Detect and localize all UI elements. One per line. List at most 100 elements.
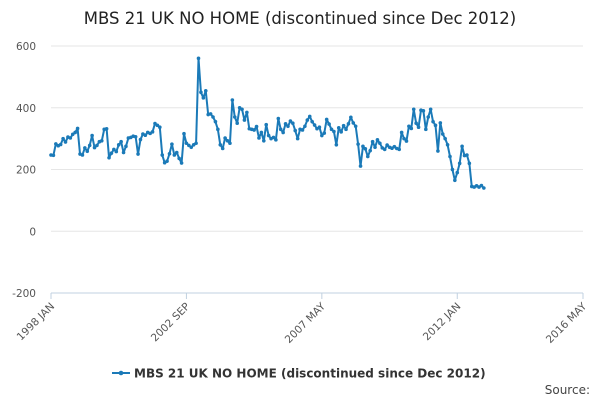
data-point[interactable] (339, 130, 343, 134)
data-point[interactable] (158, 125, 162, 129)
data-point[interactable] (276, 116, 281, 121)
data-point[interactable] (356, 142, 360, 146)
data-point[interactable] (414, 121, 418, 125)
data-point[interactable] (312, 123, 317, 127)
data-point[interactable] (424, 127, 428, 132)
data-point[interactable] (211, 115, 215, 119)
data-point[interactable] (283, 122, 288, 126)
data-point[interactable] (288, 119, 293, 123)
data-point[interactable] (293, 128, 298, 133)
data-point[interactable] (232, 115, 237, 119)
data-point[interactable] (382, 147, 387, 152)
data-point[interactable] (438, 121, 443, 125)
data-point[interactable] (119, 139, 123, 144)
data-point[interactable] (133, 134, 138, 139)
data-point[interactable] (346, 122, 351, 126)
data-point[interactable] (440, 132, 445, 136)
data-point[interactable] (443, 136, 447, 141)
data-point[interactable] (223, 136, 227, 140)
data-point[interactable] (257, 136, 261, 140)
data-point[interactable] (291, 121, 295, 125)
data-point[interactable] (85, 149, 90, 154)
data-point[interactable] (63, 140, 68, 144)
data-point[interactable] (252, 128, 256, 132)
data-point[interactable] (310, 119, 314, 124)
data-point[interactable] (431, 119, 435, 124)
data-point[interactable] (351, 121, 356, 125)
data-point[interactable] (349, 115, 353, 120)
data-point[interactable] (216, 127, 220, 132)
data-point[interactable] (453, 178, 457, 183)
data-point[interactable] (182, 131, 186, 136)
data-point[interactable] (138, 137, 143, 142)
data-point[interactable] (436, 149, 440, 153)
data-point[interactable] (322, 131, 327, 135)
data-point[interactable] (213, 119, 218, 124)
data-point[interactable] (87, 143, 92, 148)
data-point[interactable] (378, 141, 382, 146)
data-point[interactable] (375, 138, 380, 142)
data-point[interactable] (303, 124, 307, 129)
data-point[interactable] (189, 145, 194, 150)
data-point[interactable] (80, 153, 85, 157)
data-point[interactable] (170, 142, 174, 146)
data-point[interactable] (358, 164, 363, 168)
data-point[interactable] (353, 124, 358, 129)
data-point[interactable] (160, 153, 165, 157)
data-point[interactable] (254, 124, 259, 129)
data-point[interactable] (92, 145, 97, 150)
data-point[interactable] (281, 130, 285, 135)
data-point[interactable] (172, 153, 177, 157)
data-point[interactable] (230, 98, 235, 102)
data-point[interactable] (278, 127, 283, 132)
data-point[interactable] (266, 133, 271, 138)
data-point[interactable] (317, 125, 322, 129)
data-point[interactable] (465, 153, 469, 157)
data-point[interactable] (179, 161, 184, 165)
data-point[interactable] (373, 145, 377, 150)
data-point[interactable] (196, 56, 201, 61)
data-point[interactable] (327, 122, 331, 126)
data-point[interactable] (61, 136, 65, 141)
data-point[interactable] (259, 130, 264, 135)
data-point[interactable] (109, 151, 114, 155)
data-point[interactable] (334, 143, 339, 147)
data-point[interactable] (242, 118, 247, 122)
data-point[interactable] (295, 136, 300, 141)
data-point[interactable] (399, 130, 404, 135)
data-point[interactable] (228, 141, 232, 146)
data-point[interactable] (365, 154, 370, 159)
data-point[interactable] (177, 156, 181, 161)
data-point[interactable] (426, 115, 431, 119)
data-point[interactable] (107, 155, 111, 160)
data-point[interactable] (404, 139, 409, 143)
data-point[interactable] (245, 110, 249, 115)
data-point[interactable] (336, 126, 341, 130)
data-point[interactable] (95, 143, 99, 148)
data-point[interactable] (184, 141, 189, 146)
data-point[interactable] (51, 153, 56, 158)
data-point[interactable] (208, 112, 213, 116)
data-point[interactable] (402, 136, 406, 141)
data-point[interactable] (385, 143, 389, 147)
data-point[interactable] (397, 147, 402, 152)
legend[interactable]: MBS 21 UK NO HOME (discontinued since De… (112, 367, 486, 381)
data-point[interactable] (433, 123, 438, 128)
data-point[interactable] (121, 150, 126, 155)
data-point[interactable] (136, 152, 140, 156)
data-point[interactable] (409, 126, 414, 131)
data-point[interactable] (445, 143, 450, 147)
data-point[interactable] (482, 186, 486, 190)
data-point[interactable] (99, 138, 104, 143)
data-point[interactable] (201, 96, 206, 100)
data-point[interactable] (479, 183, 484, 188)
data-point[interactable] (411, 107, 416, 112)
data-point[interactable] (194, 141, 198, 146)
data-point[interactable] (174, 150, 179, 155)
data-point[interactable] (83, 146, 87, 150)
data-point[interactable] (235, 121, 239, 125)
data-point[interactable] (368, 148, 373, 153)
data-point[interactable] (307, 114, 312, 119)
data-point[interactable] (320, 133, 324, 138)
data-point[interactable] (264, 122, 269, 127)
